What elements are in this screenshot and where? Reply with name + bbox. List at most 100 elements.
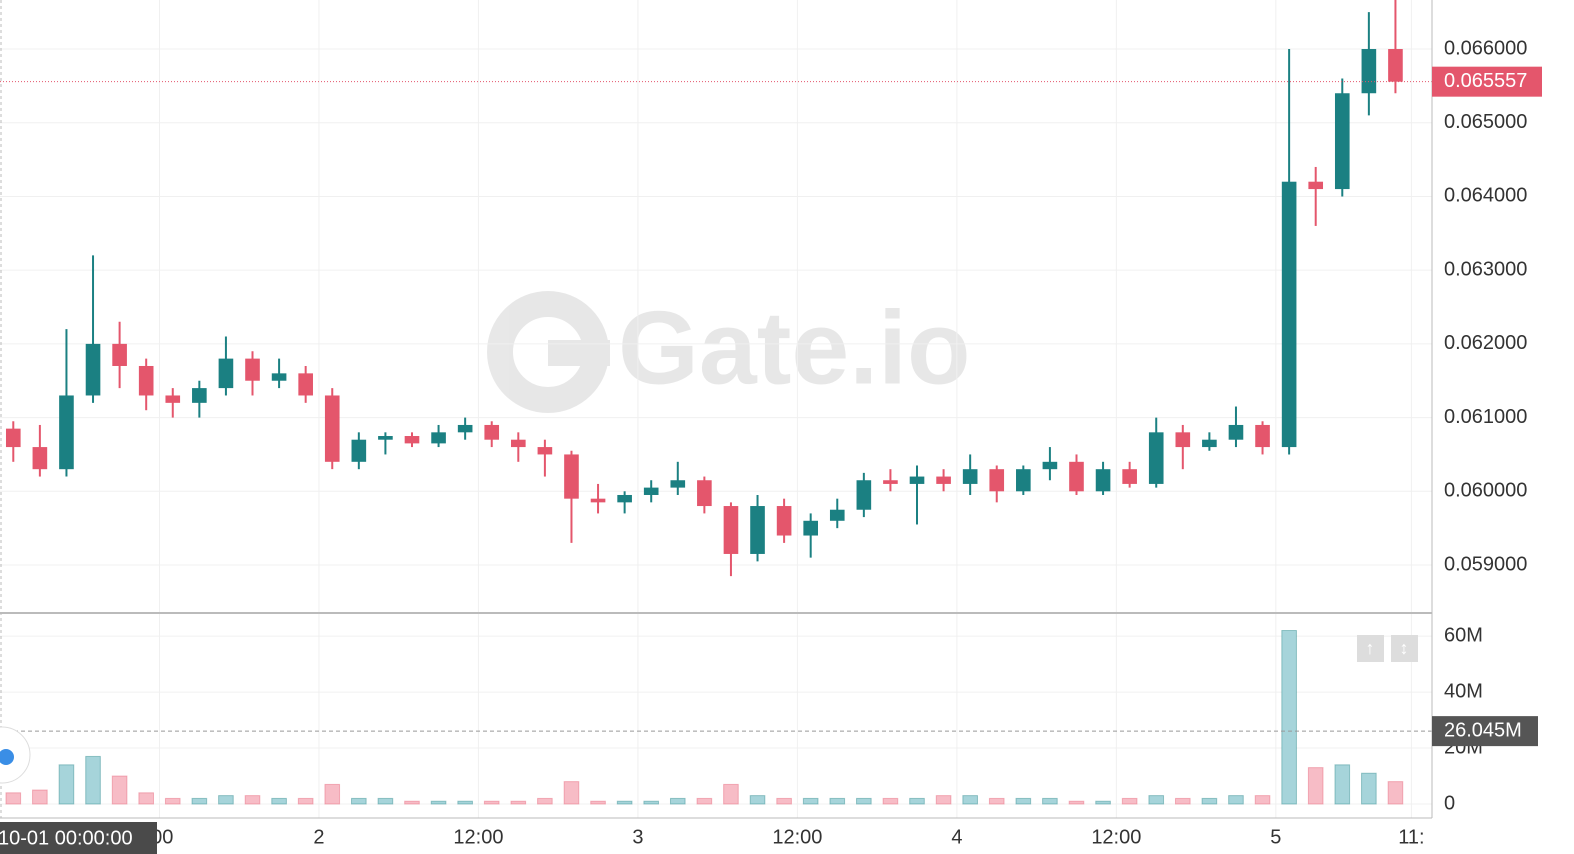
tool-button[interactable] bbox=[0, 726, 31, 784]
last-volume-label: 26.045M bbox=[1444, 719, 1522, 741]
candle-body bbox=[431, 432, 446, 444]
candle-body bbox=[962, 469, 978, 484]
volume-bar bbox=[1387, 781, 1404, 805]
volume-bar bbox=[483, 800, 500, 805]
candle-body bbox=[1016, 469, 1031, 492]
volume-bar bbox=[164, 797, 181, 805]
volume-bar bbox=[616, 800, 633, 805]
volume-bar bbox=[1201, 797, 1218, 805]
candle-body bbox=[1308, 181, 1324, 190]
volume-bar bbox=[590, 800, 606, 805]
candle-body bbox=[324, 395, 340, 462]
tool-icon[interactable] bbox=[0, 749, 14, 765]
volume-bar bbox=[882, 797, 899, 805]
candle-body bbox=[537, 447, 553, 455]
scale-up-icon[interactable]: ↑ bbox=[1366, 638, 1375, 658]
scale-fit-icon[interactable]: ↕ bbox=[1400, 638, 1409, 658]
volume-bar bbox=[297, 797, 314, 805]
x-tick-label: 4 bbox=[951, 826, 962, 848]
watermark: Gate.io bbox=[487, 290, 971, 413]
candle-body bbox=[803, 520, 818, 536]
candle-body bbox=[1281, 181, 1297, 448]
volume-bar bbox=[749, 795, 766, 805]
y-tick-label: 0.060000 bbox=[1444, 480, 1527, 502]
marks bbox=[0, 0, 1432, 805]
candle-body bbox=[192, 388, 207, 403]
volume-bar bbox=[218, 795, 234, 805]
volume-bar bbox=[351, 797, 367, 805]
volume-bar bbox=[802, 797, 819, 805]
candle-body bbox=[1069, 461, 1084, 492]
candle-body bbox=[936, 476, 951, 484]
volume-bar bbox=[324, 783, 341, 805]
y-tick-label: 0.062000 bbox=[1444, 332, 1527, 354]
volume-bar bbox=[58, 764, 75, 805]
candle-body bbox=[1361, 49, 1377, 94]
volume-bar bbox=[988, 797, 1005, 805]
candle-body bbox=[1228, 424, 1244, 440]
y-tick-label: 0.065000 bbox=[1444, 111, 1527, 133]
scale-fit-button[interactable] bbox=[1391, 635, 1418, 662]
scale-up-button[interactable] bbox=[1357, 635, 1384, 662]
candle-body bbox=[829, 509, 845, 521]
volume-bar bbox=[1174, 797, 1191, 805]
volume-bar bbox=[1015, 797, 1032, 805]
volume-bar bbox=[1068, 800, 1085, 805]
volume-bar bbox=[191, 797, 208, 805]
last-volume-box bbox=[1432, 716, 1538, 747]
volume-bar bbox=[537, 797, 553, 805]
candle-body bbox=[617, 494, 632, 503]
candle-body bbox=[697, 480, 712, 507]
crosshair-label-box bbox=[0, 822, 157, 854]
y-tick-label: 0.061000 bbox=[1444, 406, 1527, 428]
last-price-box bbox=[1432, 66, 1542, 97]
volume-bar bbox=[935, 795, 952, 805]
candle-body bbox=[1095, 469, 1111, 492]
candle-body bbox=[750, 506, 765, 554]
volume-tick-label: 40M bbox=[1444, 680, 1483, 702]
volume-bar bbox=[5, 792, 22, 805]
volume-bar bbox=[1334, 764, 1351, 805]
candle-body bbox=[457, 424, 473, 433]
candle-body bbox=[218, 358, 234, 389]
candle-body bbox=[1148, 432, 1164, 484]
volume-bar bbox=[377, 797, 394, 805]
candle-body bbox=[351, 439, 367, 462]
volume-bar bbox=[85, 755, 101, 805]
candle-body bbox=[883, 480, 898, 484]
candle-body bbox=[59, 395, 74, 470]
volume-bar bbox=[138, 792, 154, 805]
candle-body bbox=[1042, 461, 1058, 470]
candle-body bbox=[1175, 432, 1191, 448]
volume-bar bbox=[723, 783, 739, 805]
volume-bar bbox=[111, 775, 128, 805]
volume-bar bbox=[1307, 767, 1324, 805]
candle-body bbox=[989, 469, 1005, 492]
volume-bar bbox=[1281, 630, 1297, 805]
y-tick-label: 0.063000 bbox=[1444, 258, 1527, 280]
watermark-logo bbox=[487, 291, 609, 413]
candle-body bbox=[112, 343, 127, 366]
candle-body bbox=[298, 373, 313, 396]
candle-body bbox=[245, 358, 260, 381]
candle-body bbox=[1334, 93, 1350, 190]
y-tick-label: 0.059000 bbox=[1444, 553, 1527, 575]
candle-body bbox=[1255, 424, 1270, 448]
candle-body bbox=[723, 506, 739, 554]
volume-bar bbox=[244, 795, 261, 805]
volume-bar bbox=[909, 797, 925, 805]
volume-bar bbox=[1254, 795, 1271, 805]
x-tick-label: 12:00 bbox=[1091, 826, 1141, 848]
last-price-label: 0.065557 bbox=[1444, 70, 1527, 92]
candle-body bbox=[5, 428, 21, 448]
volume-bar bbox=[669, 797, 686, 805]
volume-bar bbox=[404, 800, 420, 805]
y-tick-label: 0.064000 bbox=[1444, 185, 1527, 207]
candle-body bbox=[378, 436, 393, 440]
candle-body bbox=[510, 439, 526, 448]
candle-body bbox=[856, 480, 872, 510]
y-tick-label: 0.066000 bbox=[1444, 37, 1527, 59]
candle-body bbox=[564, 454, 579, 499]
x-tick-label: 3 bbox=[632, 826, 643, 848]
